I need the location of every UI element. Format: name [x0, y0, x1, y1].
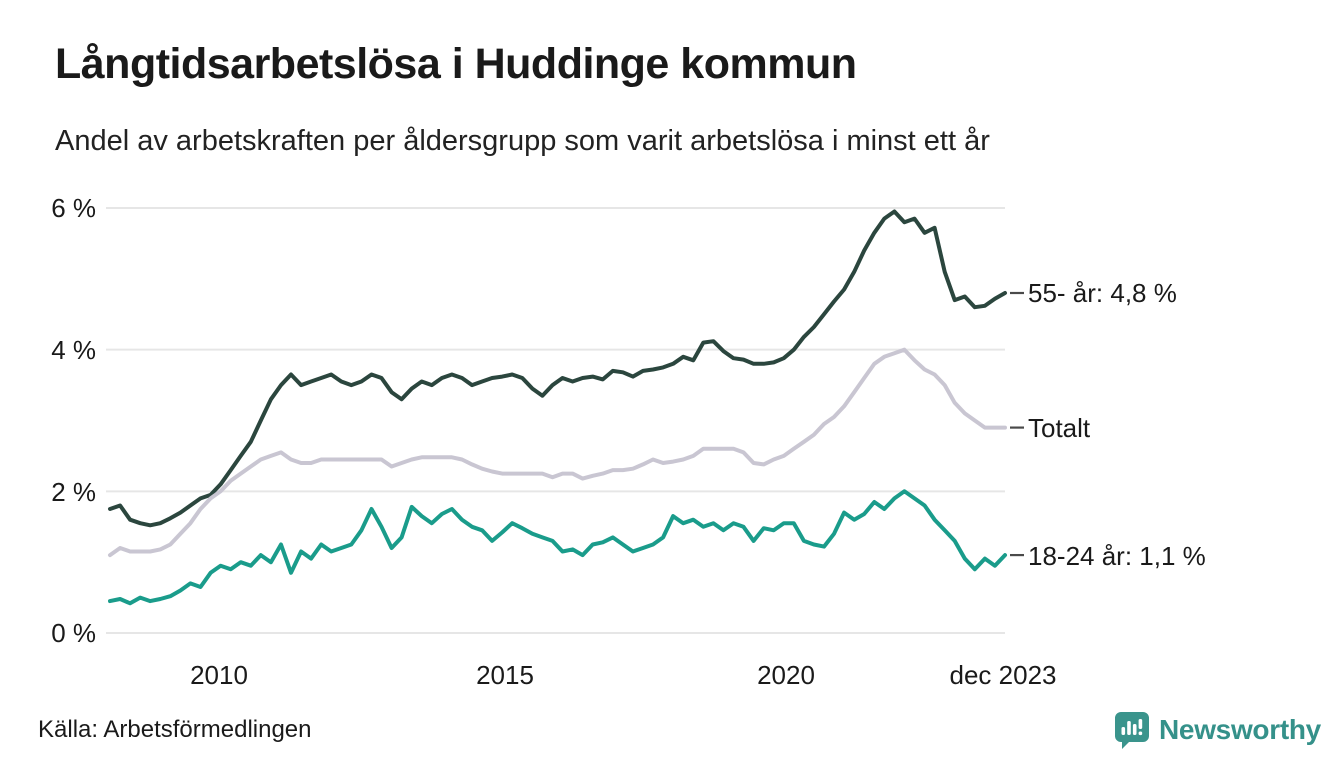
x-axis-tick-2015: 2015 [476, 660, 534, 690]
y-axis-tick-2: 2 % [51, 477, 96, 507]
y-axis-tick-0: 0 % [51, 618, 96, 648]
x-axis-tick-2020: 2020 [757, 660, 815, 690]
newsworthy-bar-chart-bubble-icon [1115, 712, 1149, 749]
newsworthy-wordmark: Newsworthy [1159, 714, 1321, 745]
series-label-totalt: Totalt [1028, 413, 1091, 443]
source-attribution: Källa: Arbetsförmedlingen [38, 716, 312, 743]
page-title: Långtidsarbetslösa i Huddinge kommun [55, 40, 857, 88]
chart-subtitle: Andel av arbetskraften per åldersgrupp s… [55, 125, 990, 157]
x-axis-tick-2010: 2010 [190, 660, 248, 690]
series-label-55-plus: 55- år: 4,8 % [1028, 278, 1177, 308]
series-label-18-24: 18-24 år: 1,1 % [1028, 541, 1206, 571]
newsworthy-logo: Newsworthy [1113, 708, 1321, 752]
x-axis-tick-dec-2023: dec 2023 [949, 660, 1057, 690]
y-axis-tick-6: 6 % [51, 193, 96, 223]
y-axis-tick-4: 4 % [51, 335, 96, 365]
